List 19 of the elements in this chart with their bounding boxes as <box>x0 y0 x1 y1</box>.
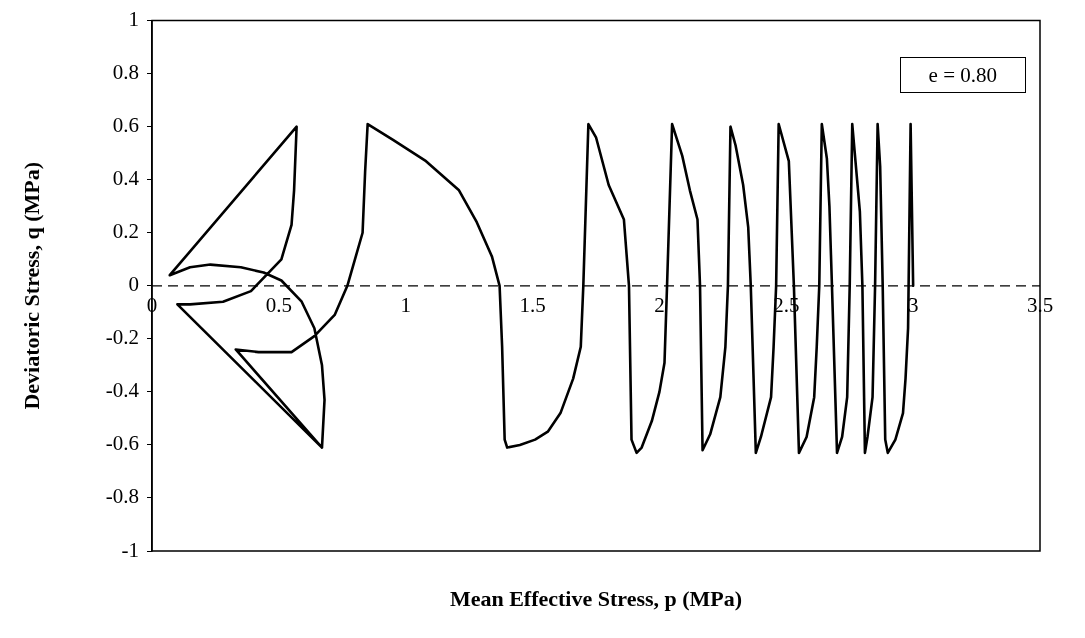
y-tick-label: 0.2 <box>112 219 139 244</box>
y-tick-label: -0.4 <box>105 378 140 403</box>
x-tick-label: 1.5 <box>519 292 546 317</box>
annotation: e = 0.80 <box>928 62 997 87</box>
x-tick-label: 1 <box>400 292 411 317</box>
y-tick-label: 0.4 <box>112 166 140 191</box>
y-tick-label: -1 <box>121 537 139 562</box>
x-axis-title: Mean Effective Stress, p (MPa) <box>449 586 743 612</box>
note-frame: e = 0.80 <box>899 56 1026 93</box>
y-axis-title: Deviatoric Stress, q (MPa) <box>18 161 44 410</box>
y-tick-label: -0.2 <box>105 325 139 350</box>
x-tick-label: 0.5 <box>265 292 292 317</box>
y-tick-label: 1 <box>128 7 139 32</box>
y-tick-label: 0.8 <box>112 60 139 85</box>
y-tick-label: -0.6 <box>105 431 139 456</box>
y-tick-label: 0.6 <box>112 113 139 138</box>
y-tick-label: 0 <box>128 272 139 297</box>
y-tick-label: -0.8 <box>105 484 139 509</box>
x-tick-label: 2 <box>654 292 665 317</box>
